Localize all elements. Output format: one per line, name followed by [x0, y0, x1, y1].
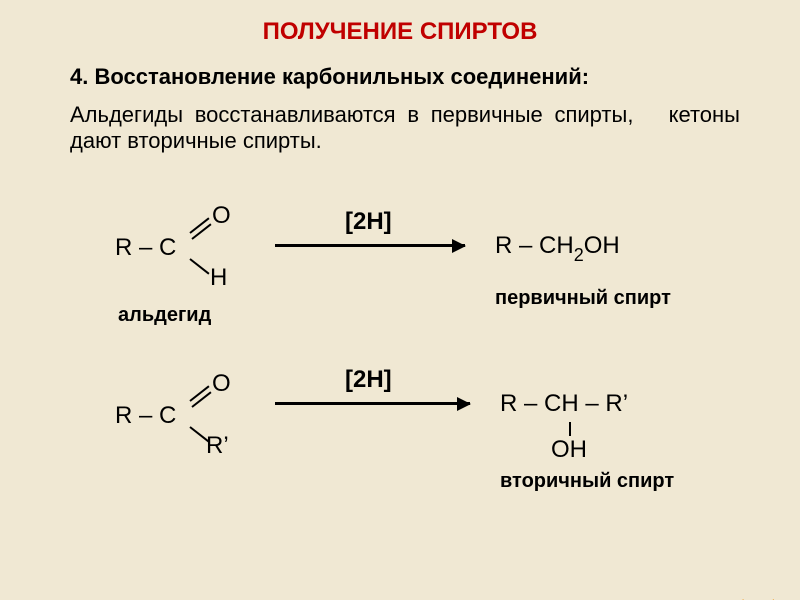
section-subtitle: 4. Восстановление карбонильных соединени… [70, 64, 760, 90]
arrow-head-icon [457, 397, 471, 411]
secondary-alcohol-line1: R – CH – R’ [500, 390, 628, 418]
reaction1-reagent: [2H] [345, 208, 392, 236]
reaction2-arrow [275, 402, 470, 405]
primary-alcohol-label: первичный спирт [495, 287, 671, 310]
arrow-line [275, 402, 470, 405]
reaction1-arrow [275, 244, 465, 247]
aldehyde-core: R – C [115, 234, 176, 262]
primary-alcohol-formula: R – CH2OH [495, 232, 620, 264]
product1-text: R – CH2OH [495, 232, 620, 259]
secondary-alcohol-oh: OH [551, 436, 587, 464]
reaction2-reagent: [2H] [345, 366, 392, 394]
secondary-alcohol-label: вторичный спирт [500, 470, 674, 493]
reaction-ketone: R – C O R’ [2H] R – CH – R’ OH вторичный… [0, 350, 800, 525]
aldehyde-label: альдегид [118, 304, 211, 327]
intro-paragraph: Альдегиды восстанавливаются в первичные … [70, 102, 740, 154]
ketone-r-prime: R’ [206, 432, 229, 460]
aldehyde-hydrogen: H [210, 264, 227, 292]
reaction-aldehyde: R – C O H [2H] R – CH2OH альдегид первич… [0, 182, 800, 342]
page-title: ПОЛУЧЕНИЕ СПИРТОВ [0, 18, 800, 46]
ketone-core: R – C [115, 402, 176, 430]
arrow-head-icon [452, 239, 466, 253]
ketone-oxygen: O [212, 370, 231, 398]
aldehyde-oxygen: O [212, 202, 231, 230]
arrow-line [275, 244, 465, 247]
